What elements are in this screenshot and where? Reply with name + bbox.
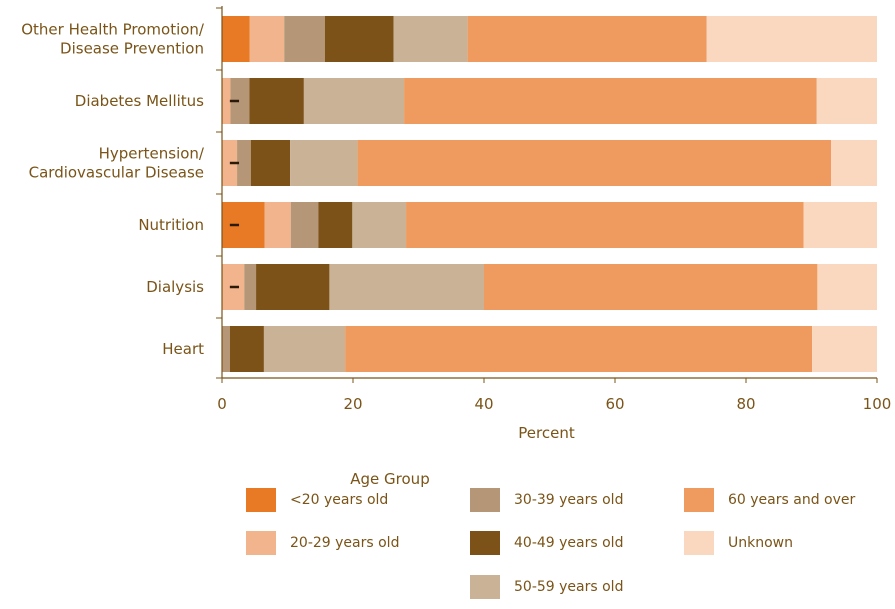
bar-segment-2-5	[357, 140, 832, 186]
x-tick-label-2: 40	[474, 395, 493, 413]
x-tick-label-5: 100	[863, 395, 892, 413]
bar-segment-5-4	[263, 326, 346, 372]
x-tick-label-1: 20	[343, 395, 362, 413]
x-tick-label-3: 60	[605, 395, 624, 413]
bar-segment-4-6	[817, 264, 877, 310]
bar-segment-5-5	[345, 326, 813, 372]
bar-segment-1-6	[816, 78, 877, 124]
bar-segment-1-3	[249, 78, 304, 124]
bar-segment-0-3	[324, 16, 394, 62]
bar-segment-0-4	[393, 16, 468, 62]
bar-segment-2-4	[290, 140, 358, 186]
bar-segment-5-2	[222, 326, 230, 372]
bar-segment-0-1	[249, 16, 285, 62]
bar-segment-2-2	[237, 140, 251, 186]
category-label-0: Other Health Promotion/Disease Preventio…	[21, 21, 205, 58]
x-tick-label-0: 0	[217, 395, 227, 413]
bar-segment-2-1	[222, 140, 238, 186]
bar-segment-3-5	[406, 202, 804, 248]
bar-segment-4-4	[329, 264, 484, 310]
bar-segment-1-1	[222, 78, 231, 124]
bar-segment-0-2	[284, 16, 325, 62]
category-label-2: Hypertension/Cardiovascular Disease	[29, 145, 205, 182]
bar-segment-2-3	[250, 140, 291, 186]
bar-segment-1-4	[303, 78, 405, 124]
bar-segment-3-6	[803, 202, 877, 248]
bar-segment-4-2	[244, 264, 257, 310]
bar-segment-5-3	[229, 326, 264, 372]
bar-segment-3-2	[290, 202, 319, 248]
bar-segment-2-6	[831, 140, 877, 186]
bar-segment-1-5	[404, 78, 817, 124]
bar-segment-3-4	[352, 202, 407, 248]
category-label-5: Heart	[162, 340, 204, 358]
bar-segment-0-5	[467, 16, 707, 62]
bar-segment-4-3	[256, 264, 330, 310]
bar-segment-4-5	[484, 264, 818, 310]
bar-segment-3-3	[318, 202, 353, 248]
x-tick-label-4: 80	[736, 395, 755, 413]
category-label-4: Dialysis	[146, 278, 204, 296]
bar-segment-3-0	[222, 202, 265, 248]
bar-segment-0-0	[222, 16, 250, 62]
bar-segment-0-6	[706, 16, 877, 62]
bar-segment-5-6	[812, 326, 877, 372]
legend-title: Age Group	[350, 470, 430, 488]
category-label-3: Nutrition	[138, 216, 204, 234]
bar-segment-3-1	[264, 202, 291, 248]
x-axis-label: Percent	[518, 424, 575, 442]
category-label-1: Diabetes Mellitus	[75, 92, 204, 110]
bar-segment-1-2	[230, 78, 250, 124]
